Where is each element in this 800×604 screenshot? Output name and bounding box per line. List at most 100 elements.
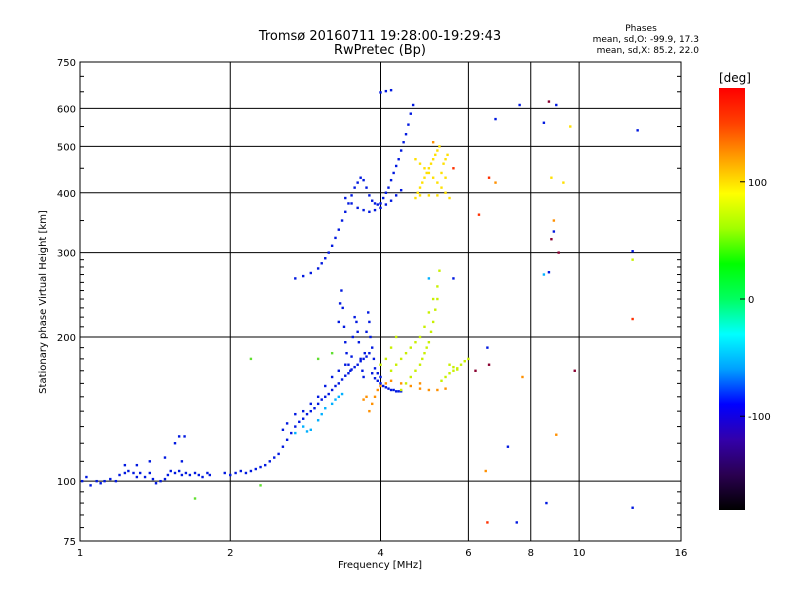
data-point	[316, 419, 320, 422]
data-point	[340, 289, 343, 292]
data-point	[399, 149, 403, 152]
data-point	[444, 176, 447, 179]
data-point	[438, 269, 441, 272]
stats-heading: Phases	[625, 24, 657, 34]
data-point	[392, 171, 395, 175]
colorbar-tick-label: 100	[748, 178, 767, 189]
data-point	[163, 477, 167, 481]
data-point	[373, 202, 377, 205]
data-point	[353, 365, 356, 369]
data-point	[389, 199, 393, 202]
data-point	[99, 482, 102, 485]
data-point	[376, 372, 379, 375]
data-point	[456, 367, 459, 370]
data-point	[316, 402, 320, 406]
data-point	[154, 482, 158, 485]
data-point	[330, 351, 334, 355]
data-point	[148, 471, 152, 475]
data-point	[223, 471, 226, 475]
data-point	[394, 164, 398, 168]
data-point	[418, 335, 422, 339]
stats-o-line: mean, sd,O: -99.9, 17.3	[593, 35, 699, 45]
data-point	[197, 473, 201, 477]
data-point	[285, 438, 289, 441]
data-point	[444, 387, 447, 390]
data-point	[573, 369, 576, 372]
data-point	[631, 506, 634, 509]
data-point	[151, 477, 155, 481]
data-point	[281, 428, 285, 432]
data-point	[337, 382, 341, 385]
data-point	[487, 176, 491, 179]
data-point	[436, 285, 439, 288]
data-point	[425, 171, 428, 175]
data-point	[305, 412, 309, 416]
data-point	[327, 392, 330, 396]
data-point	[324, 384, 327, 388]
data-point	[427, 167, 431, 170]
data-point	[427, 341, 431, 344]
data-point	[474, 369, 477, 372]
data-point	[506, 445, 510, 448]
data-point	[371, 372, 374, 375]
data-point	[118, 473, 121, 477]
data-point	[427, 194, 431, 197]
data-point	[259, 465, 262, 469]
data-point	[409, 375, 412, 379]
data-point	[384, 382, 388, 385]
data-point	[334, 236, 337, 240]
data-point	[418, 194, 422, 197]
data-point	[555, 433, 558, 436]
data-point	[397, 390, 400, 393]
data-point	[431, 297, 435, 301]
data-point	[244, 471, 248, 475]
data-point	[418, 162, 422, 165]
plot-frame	[79, 61, 682, 542]
data-point	[337, 320, 341, 324]
data-point	[123, 463, 127, 467]
data-point	[281, 445, 285, 448]
data-point	[389, 379, 393, 382]
data-point	[273, 456, 276, 459]
data-point	[434, 308, 437, 311]
data-point	[547, 271, 551, 274]
data-point	[631, 250, 634, 253]
data-point	[249, 469, 253, 473]
data-point	[229, 473, 232, 477]
data-point	[330, 402, 334, 406]
data-point	[184, 471, 188, 475]
data-point	[159, 479, 162, 483]
data-point	[365, 355, 368, 358]
data-point	[427, 277, 431, 280]
data-point	[557, 251, 560, 254]
data-point	[389, 388, 393, 392]
data-point	[338, 302, 342, 305]
data-point	[407, 123, 410, 126]
data-point	[166, 473, 170, 477]
chart-title: Tromsø 20160711 19:28:00-19:29:43	[258, 29, 501, 44]
data-point	[344, 196, 347, 200]
data-point	[353, 186, 356, 189]
data-point	[254, 467, 257, 471]
data-point	[337, 369, 341, 372]
data-point	[414, 369, 417, 372]
data-point	[431, 141, 435, 144]
data-point	[389, 369, 393, 372]
data-point	[477, 213, 481, 216]
data-point	[347, 202, 350, 205]
data-point	[379, 384, 382, 388]
data-point	[103, 479, 106, 483]
data-point	[440, 379, 443, 382]
chart-subtitle: RwPretec (Bp)	[334, 43, 426, 58]
data-point	[379, 91, 382, 94]
data-point	[425, 346, 428, 349]
data-points	[80, 88, 639, 524]
grid	[80, 62, 681, 541]
data-point	[268, 460, 271, 463]
data-point	[521, 375, 524, 379]
data-point	[320, 262, 323, 265]
data-point	[452, 167, 455, 170]
data-point	[340, 219, 344, 222]
data-point	[459, 363, 463, 366]
